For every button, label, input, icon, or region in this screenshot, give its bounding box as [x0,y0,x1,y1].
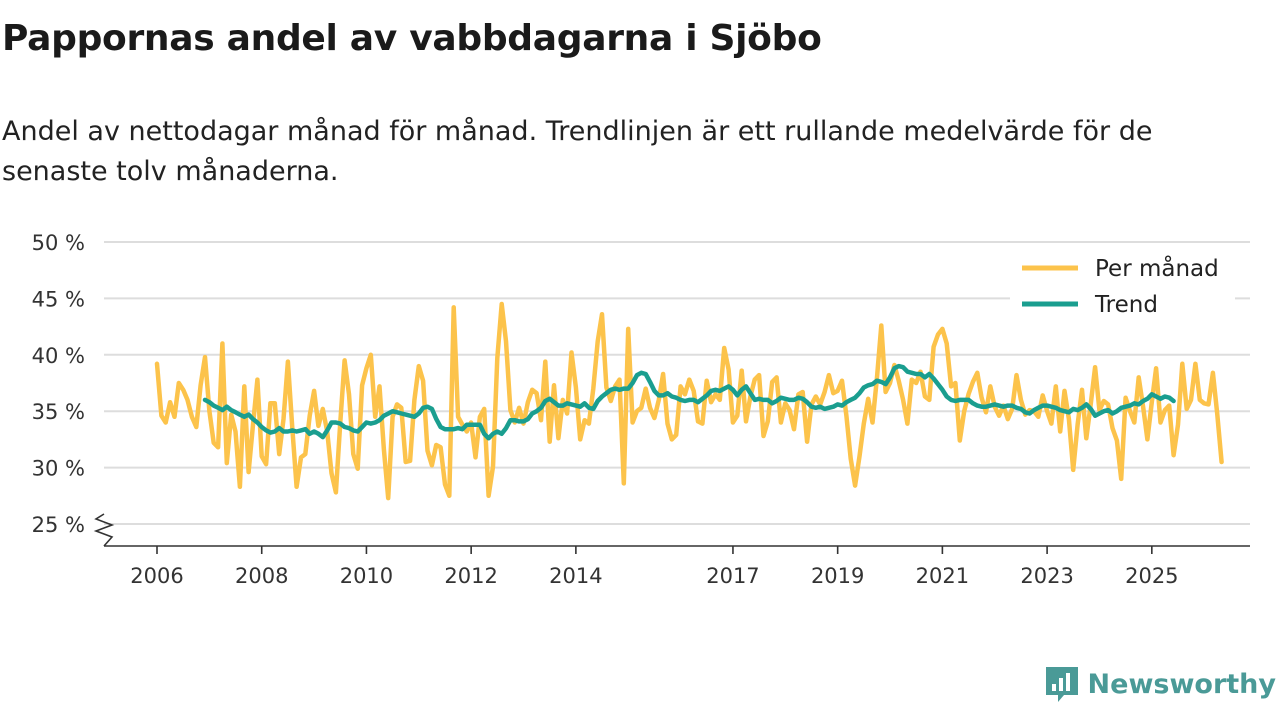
legend-background [1010,250,1235,322]
x-tick-label: 2023 [1020,564,1073,588]
y-tick-label: 45 % [32,287,85,311]
series-line-trend [202,363,1176,441]
series-line-per-manad [154,301,1224,501]
x-tick-label: 2021 [916,564,969,588]
newsworthy-logo-icon [1045,667,1078,702]
y-tick-label: 50 % [32,231,85,255]
chart-title: Pappornas andel av vabbdagarna i Sjöbo [2,18,822,59]
brand-logo: Newsworthy [1044,664,1276,704]
x-axis: 2006 2008 2010 2012 2014 2017 2019 2021 2023 2025 [104,545,1250,588]
y-tick-label: 25 % [32,513,85,537]
x-tick-label: 2019 [811,564,864,588]
legend: Per månad Trend [1010,250,1235,322]
y-axis: 25 % 30 % 35 % 40 % 45 % 50 % [32,231,115,547]
x-tick-label: 2008 [235,564,288,588]
legend-label-per-manad: Per månad [1095,254,1219,282]
legend-label-trend: Trend [1094,292,1158,318]
x-tick-label: 2014 [549,564,602,588]
brand-name: Newsworthy [1087,668,1276,700]
y-tick-label: 35 % [32,400,85,424]
x-tick-label: 2017 [706,564,759,588]
x-tick-label: 2006 [130,564,183,588]
y-tick-label: 30 % [32,457,85,481]
x-tick-label: 2010 [340,564,393,588]
y-tick-label: 40 % [32,344,85,368]
axis-break-icon [93,513,115,547]
chart-subtitle: Andel av nettodagar månad för månad. Tre… [2,116,1153,187]
x-tick-label: 2012 [444,564,497,588]
x-tick-label: 2025 [1125,564,1178,588]
